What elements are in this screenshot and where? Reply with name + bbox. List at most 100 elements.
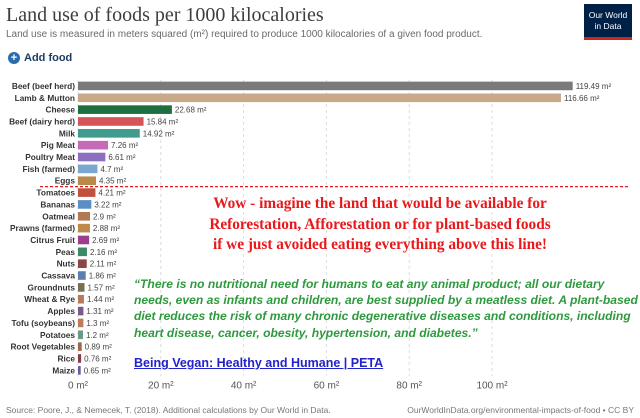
category-label: Poultry Meat bbox=[25, 152, 75, 162]
logo-line-2: in Data bbox=[594, 21, 622, 31]
logo-line-1: Our World bbox=[588, 10, 628, 20]
x-tick-label: 40 m² bbox=[231, 380, 257, 391]
value-label: 4.7 m² bbox=[100, 165, 123, 174]
bar bbox=[78, 342, 82, 351]
category-label: Eggs bbox=[55, 176, 76, 186]
bar bbox=[78, 283, 85, 292]
value-label: 22.68 m² bbox=[175, 106, 207, 115]
add-food-label: Add food bbox=[24, 52, 73, 64]
bar bbox=[78, 152, 106, 162]
category-label: Wheat & Rye bbox=[24, 294, 75, 304]
bar bbox=[78, 211, 91, 221]
bar bbox=[78, 366, 81, 375]
category-label: Apples bbox=[47, 306, 75, 316]
bar bbox=[78, 271, 86, 280]
value-label: 14.92 m² bbox=[143, 129, 175, 138]
category-label: Cassava bbox=[41, 271, 75, 281]
peta-link[interactable]: Being Vegan: Healthy and Humane | PETA bbox=[134, 356, 384, 370]
bar bbox=[78, 117, 144, 126]
category-label: Beef (dairy herd) bbox=[9, 116, 75, 126]
peta-quote: “There is no nutritional need for humans… bbox=[134, 277, 638, 340]
x-tick-label: 60 m² bbox=[314, 380, 340, 391]
category-label: Fish (farmed) bbox=[22, 164, 75, 174]
x-axis-ticks: 0 m² 20 m² 40 m² 60 m² 80 m² 100 m² bbox=[68, 380, 508, 391]
plus-icon: + bbox=[8, 52, 20, 64]
value-label: 7.26 m² bbox=[111, 141, 138, 150]
red-line-2: Reforestation, Afforestation or for plan… bbox=[209, 215, 551, 233]
value-labels: 119.49 m² 116.66 m² 22.68 m² 15.84 m² 14.92 … bbox=[84, 82, 612, 375]
category-label: Root Vegetables bbox=[10, 342, 75, 352]
value-label: 4.35 m² bbox=[99, 177, 126, 186]
value-label: 1.44 m² bbox=[87, 295, 114, 304]
chart-subtitle: Land use is measured in meters squared (… bbox=[6, 29, 483, 40]
category-label: Cheese bbox=[45, 105, 75, 115]
value-label: 0.89 m² bbox=[85, 343, 112, 352]
category-label: Oatmeal bbox=[42, 211, 75, 221]
category-label: Bananas bbox=[40, 199, 75, 209]
value-label: 116.66 m² bbox=[564, 94, 600, 103]
value-label: 1.31 m² bbox=[86, 307, 113, 316]
category-label: Prawns (farmed) bbox=[10, 223, 75, 233]
bars bbox=[78, 81, 573, 375]
x-tick-label: 100 m² bbox=[476, 380, 508, 391]
value-label: 6.61 m² bbox=[108, 153, 135, 162]
bar bbox=[78, 81, 573, 91]
bar bbox=[78, 164, 98, 174]
category-label: Citrus Fruit bbox=[30, 235, 75, 245]
value-label: 2.9 m² bbox=[93, 212, 116, 221]
value-label: 4.21 m² bbox=[98, 189, 125, 198]
value-label: 15.84 m² bbox=[147, 117, 179, 126]
bar bbox=[78, 318, 84, 328]
category-label: Tofu (soybeans) bbox=[12, 318, 76, 328]
bar bbox=[78, 259, 87, 268]
x-tick-label: 0 m² bbox=[68, 380, 89, 391]
value-label: 2.88 m² bbox=[93, 224, 120, 233]
category-label: Tomatoes bbox=[36, 188, 75, 198]
chart-title: Land use of foods per 1000 kilocalories bbox=[6, 4, 324, 26]
category-label: Peas bbox=[56, 247, 76, 257]
value-label: 3.22 m² bbox=[94, 200, 121, 209]
bar bbox=[78, 176, 97, 186]
value-label: 0.65 m² bbox=[84, 366, 111, 375]
bar bbox=[78, 140, 109, 150]
category-label: Pig Meat bbox=[41, 140, 75, 150]
bar bbox=[78, 294, 84, 304]
red-annotation: Wow - imagine the land that would be ava… bbox=[122, 194, 638, 256]
bar bbox=[78, 93, 561, 103]
red-line-1: Wow - imagine the land that would be ava… bbox=[213, 195, 547, 212]
value-label: 2.16 m² bbox=[90, 248, 117, 257]
category-label: Rice bbox=[57, 353, 75, 363]
bar bbox=[78, 105, 172, 114]
category-label: Nuts bbox=[57, 259, 76, 269]
value-label: 1.86 m² bbox=[89, 272, 116, 281]
category-label: Milk bbox=[59, 128, 76, 138]
add-food-button[interactable]: + Add food bbox=[8, 52, 72, 64]
bar bbox=[78, 200, 92, 209]
source-note: Source: Poore, J., & Nemecek, T. (2018).… bbox=[6, 405, 331, 415]
x-tick-label: 80 m² bbox=[396, 380, 422, 391]
bar bbox=[78, 330, 83, 340]
bar bbox=[78, 129, 140, 138]
value-label: 2.11 m² bbox=[90, 260, 117, 269]
category-label: Beef (beef herd) bbox=[12, 81, 75, 91]
source-url[interactable]: OurWorldInData.org/environmental-impacts… bbox=[407, 405, 634, 415]
value-label: 119.49 m² bbox=[576, 82, 612, 91]
owid-logo[interactable]: Our World in Data bbox=[584, 4, 632, 40]
value-label: 0.76 m² bbox=[84, 354, 111, 363]
value-label: 1.3 m² bbox=[86, 319, 109, 328]
category-label: Potatoes bbox=[40, 330, 75, 340]
bar bbox=[78, 354, 82, 363]
value-label: 1.57 m² bbox=[87, 283, 114, 292]
x-tick-label: 20 m² bbox=[148, 380, 174, 391]
category-label: Groundnuts bbox=[28, 282, 76, 292]
category-label: Maize bbox=[52, 365, 75, 375]
value-label: 1.2 m² bbox=[86, 331, 109, 340]
bar bbox=[78, 306, 84, 316]
category-label: Lamb & Mutton bbox=[15, 93, 75, 103]
bar bbox=[78, 247, 87, 257]
bar bbox=[78, 223, 90, 233]
bar bbox=[78, 235, 90, 245]
value-label: 2.69 m² bbox=[92, 236, 119, 245]
red-line-3: if we just avoided eating everything abo… bbox=[213, 236, 547, 253]
